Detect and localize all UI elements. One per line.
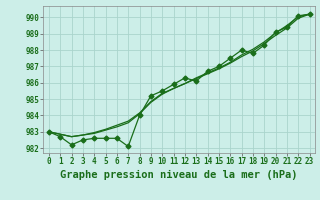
- X-axis label: Graphe pression niveau de la mer (hPa): Graphe pression niveau de la mer (hPa): [60, 170, 298, 180]
